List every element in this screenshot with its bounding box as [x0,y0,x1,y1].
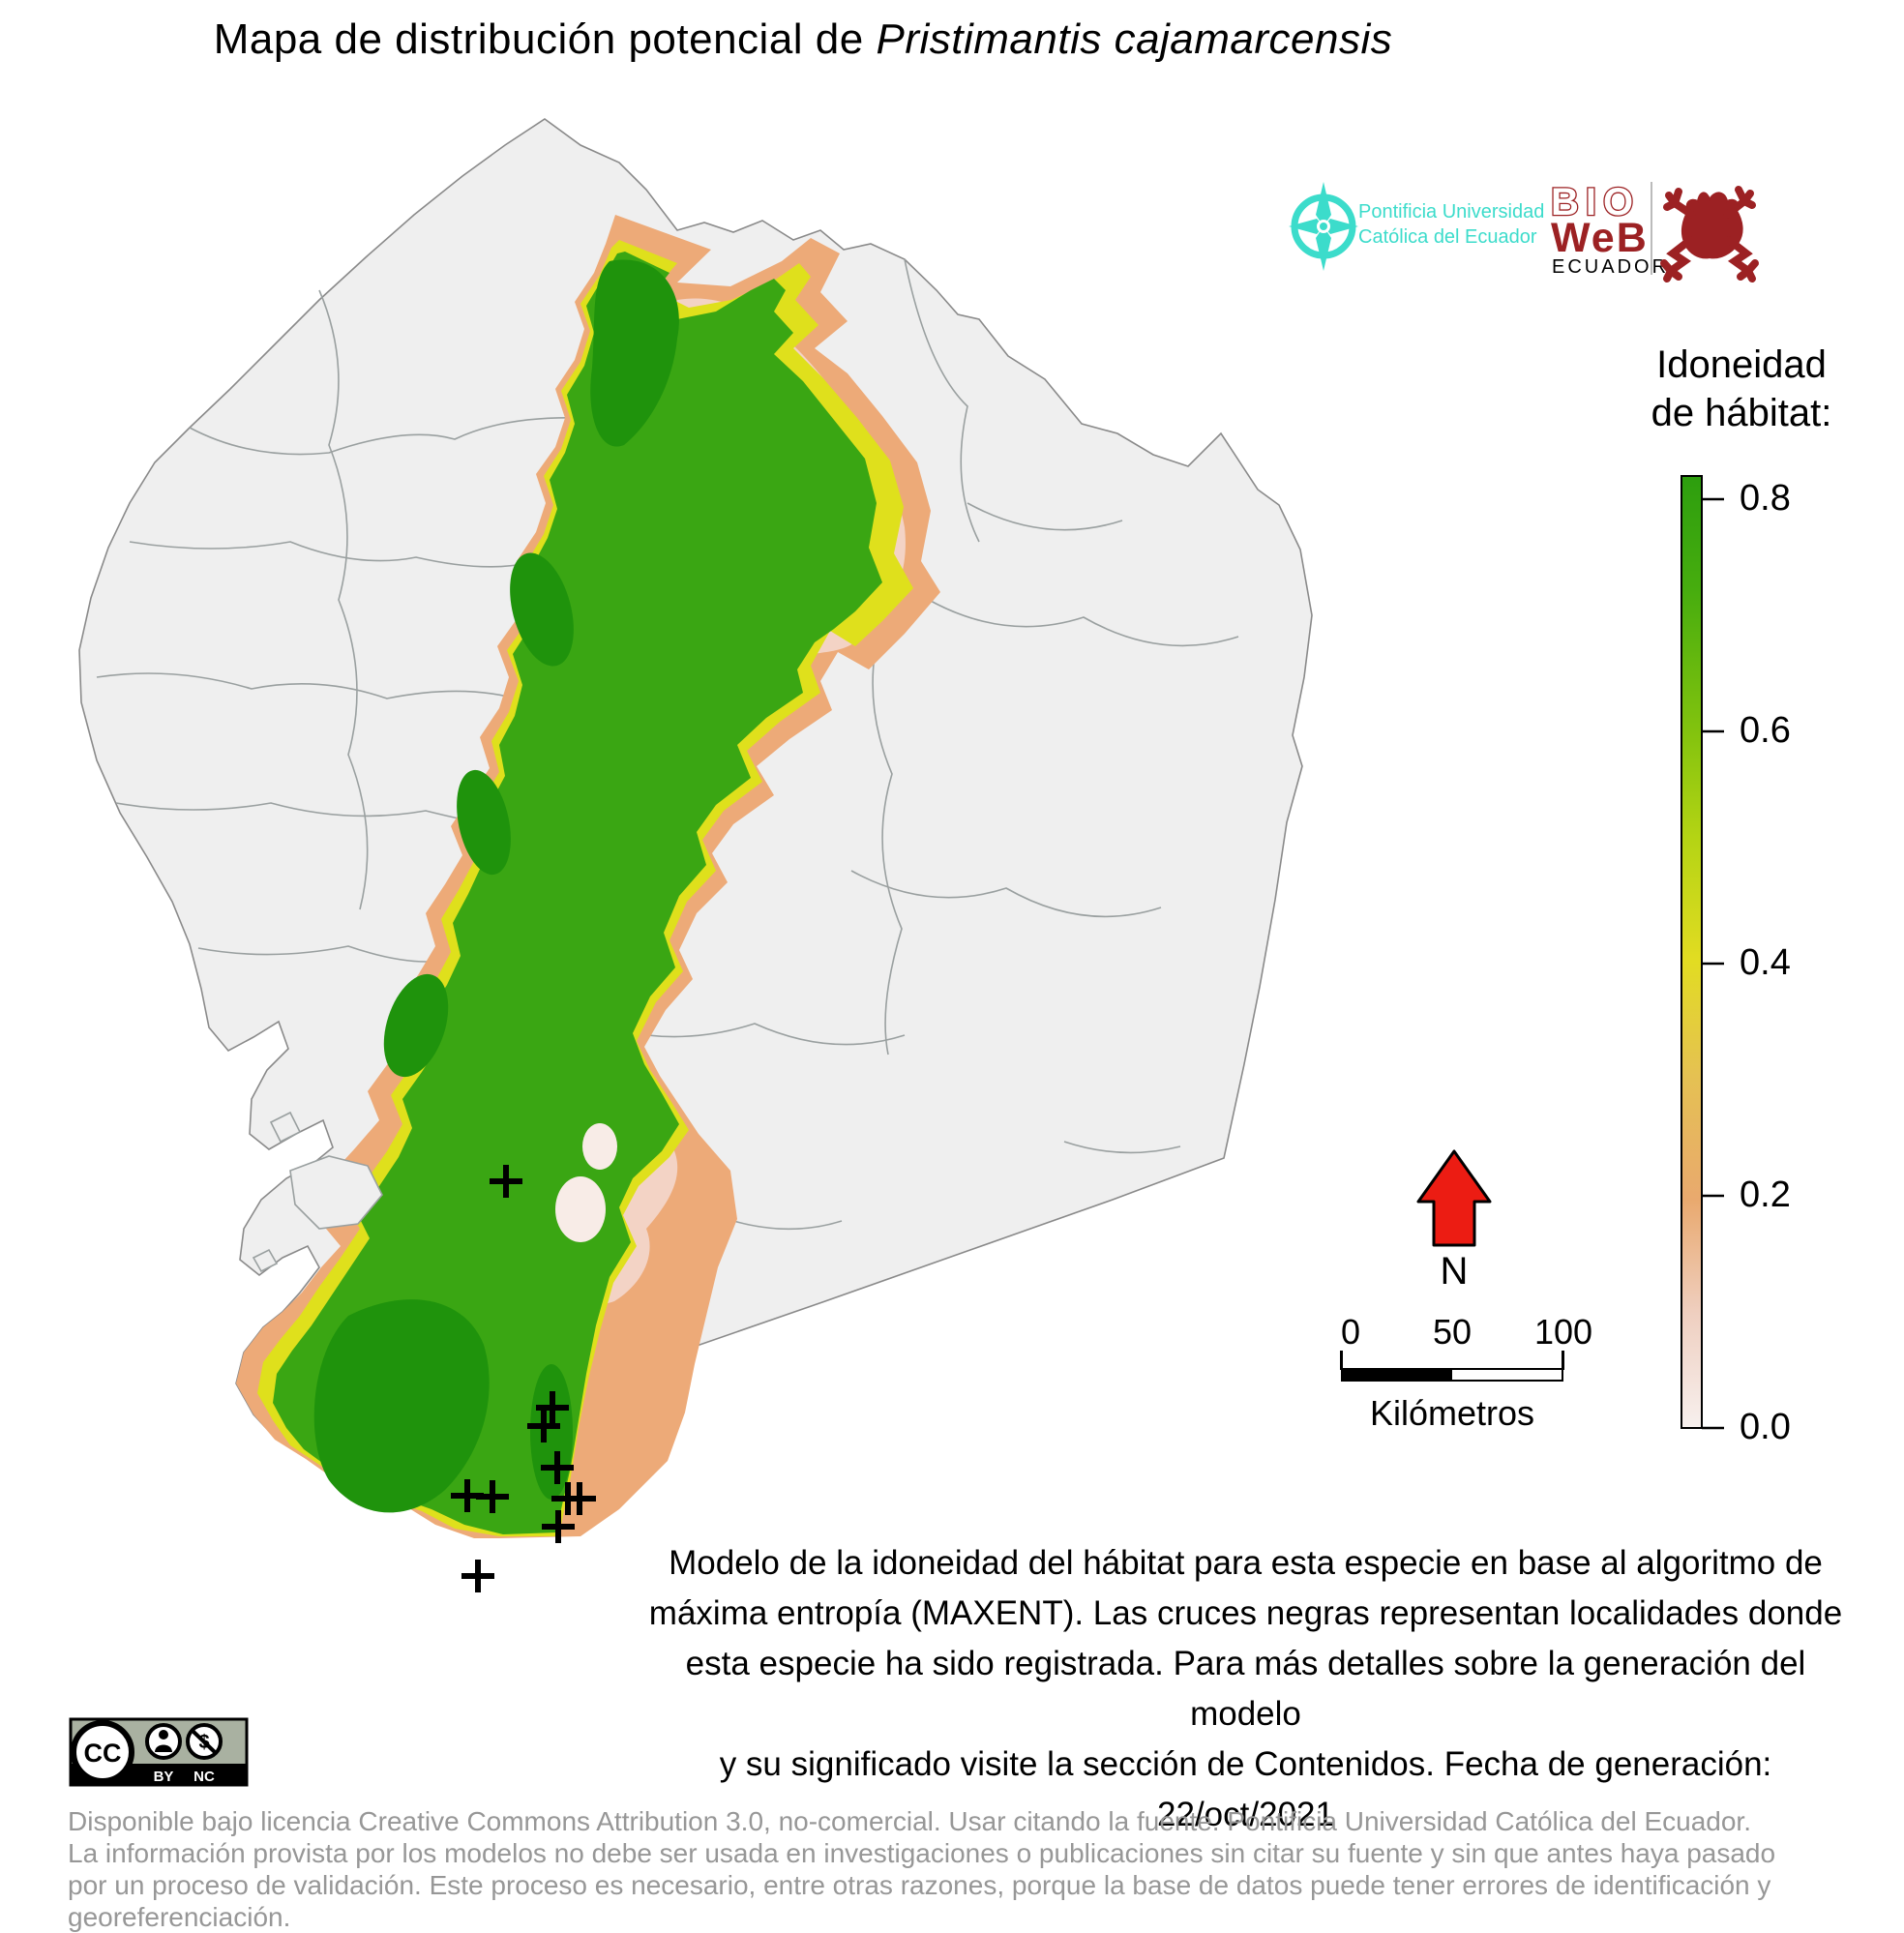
suitability-veryhigh-cores [313,259,679,1513]
cc-icon-text: CC [84,1739,122,1768]
scalebar-tick-0: 0 [1340,1312,1361,1352]
colorbar-label-04: 0.4 [1740,942,1791,983]
cc-license-badge: CC $ BY NC [69,1717,249,1787]
bioweb-web-text: WeB [1551,215,1649,261]
colorbar-label-06: 0.6 [1740,710,1791,751]
by-label: BY [154,1769,174,1785]
scalebar-filled-half [1343,1370,1452,1380]
puce-line2: Católica del Ecuador [1358,226,1537,248]
bioweb-bio-text: BIO [1551,181,1640,223]
by-icon [145,1723,182,1760]
scalebar-tick-100: 100 [1533,1312,1593,1352]
description-line4: y su significado visite la sección de Co… [719,1745,1772,1833]
colorbar-label-08: 0.8 [1740,478,1791,519]
occurrence-crosses [451,1165,596,1592]
scalebar-unit: Kilómetros [1369,1393,1535,1433]
description-line3: esta especie ha sido registrada. Para má… [685,1645,1806,1733]
gulf-islands [252,1111,383,1273]
model-description: Modelo de la idoneidad del hábitat para … [639,1538,1853,1840]
nc-label: NC [193,1769,215,1785]
nodata-spots [555,1123,617,1242]
license-line3: por un proceso de validación. Este proce… [68,1870,1771,1932]
scalebar-tick-50: 50 [1432,1312,1473,1352]
scalebar-riser-right [1562,1351,1564,1370]
bioweb-ecuador-text: ECUADOR [1552,256,1669,278]
title-prefix: Mapa de distribución potencial de [213,15,877,63]
suitability-high-band [273,252,882,1534]
bioweb-logo: BIO WeB ECUADOR [1550,180,1759,283]
north-label: N [1440,1250,1469,1293]
license-line1: Disponible bajo licencia Creative Common… [68,1806,1751,1836]
colorbar-label-00: 0.0 [1740,1407,1791,1447]
nc-icon: $ [186,1723,223,1760]
puce-logo-text: Pontificia Universidad Católica del Ecua… [1358,199,1544,250]
puce-line1: Pontificia Universidad [1358,201,1545,223]
description-line2: máxima entropía (MAXENT). Las cruces neg… [648,1594,1843,1632]
legend-title-line1: Idoneidad [1656,343,1827,386]
title-species-name: Pristimantis cajamarcensis [876,15,1393,63]
scalebar [1341,1368,1563,1382]
legend-colorbar [1681,475,1724,1430]
page-title: Mapa de distribución potencial de Pristi… [0,15,1606,64]
legend-title-line2: de hábitat: [1651,392,1832,434]
legend-title: Idoneidad de hábitat: [1596,341,1887,437]
north-arrow-icon [1416,1149,1492,1247]
license-line2: La información provista por los modelos … [68,1838,1776,1868]
license-text: Disponible bajo licencia Creative Common… [68,1805,1904,1933]
description-line1: Modelo de la idoneidad del hábitat para … [669,1544,1823,1582]
colorbar-label-02: 0.2 [1740,1175,1791,1215]
puce-logo-icon [1289,182,1358,271]
cc-icon [71,1720,134,1784]
colorbar-ticks [1702,497,1724,1430]
scalebar-riser-left [1340,1351,1343,1370]
frog-icon [1660,186,1759,283]
